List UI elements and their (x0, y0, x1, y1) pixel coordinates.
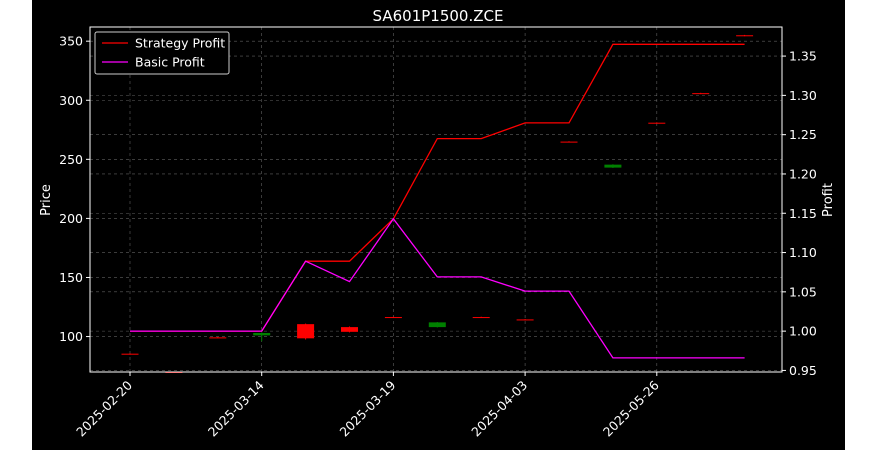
y-tick-label: 250 (59, 152, 83, 167)
y2-tick-label: 1.00 (789, 324, 817, 339)
basic-profit-line (130, 217, 745, 359)
candle-body (516, 319, 534, 321)
legend-label-basic: Basic Profit (135, 55, 205, 70)
candle-body (692, 93, 710, 95)
y2-tick-label: 0.95 (789, 363, 817, 378)
candle-body (297, 324, 315, 339)
legend-box (94, 31, 230, 75)
y2-axis-label: Profit (821, 183, 836, 217)
x-tick-label: 2025-02-20 (73, 377, 135, 439)
y-tick-label: 350 (59, 34, 83, 49)
x-tick-label: 2025-03-19 (337, 377, 399, 439)
candle-body (472, 317, 490, 319)
candle-body (384, 317, 402, 319)
candles (121, 34, 754, 373)
candle-body (253, 333, 271, 336)
x-tick-label: 2025-05-26 (600, 377, 662, 439)
y2-tick-label: 1.10 (789, 245, 817, 260)
legend-label-strategy: Strategy Profit (135, 36, 225, 51)
candle-body (428, 322, 446, 328)
y2-tick-label: 1.35 (789, 49, 817, 64)
y2-tick-label: 1.20 (789, 166, 817, 181)
axes: 0.95 1.00 1.05 1.10 1.15 1.20 1.25 1.30 1.35 100 1… (59, 34, 817, 440)
candle-body (736, 35, 754, 37)
profit-lines (130, 43, 745, 359)
grid (90, 27, 782, 372)
y-tick-label: 150 (59, 270, 83, 285)
candle-body (121, 353, 139, 355)
plot-frame (89, 26, 783, 373)
legend: Strategy Profit Basic Profit (94, 31, 230, 75)
candle-body (648, 122, 666, 124)
candle-body (341, 327, 358, 332)
y-tick-label: 100 (59, 329, 83, 344)
chart-title: SA601P1500.ZCE (373, 7, 504, 25)
chart-figure: SA601P1500.ZCE 0.95 1.00 1.05 1.10 1.15 1.20 1… (32, 0, 845, 450)
y-tick-label: 200 (59, 211, 83, 226)
y2-tick-label: 1.15 (789, 206, 817, 221)
y-axis-label: Price (39, 184, 54, 216)
x-tick-label: 2025-04-03 (468, 378, 530, 440)
chart-svg: SA601P1500.ZCE 0.95 1.00 1.05 1.10 1.15 1.20 1… (39, 7, 836, 440)
strategy-profit-line (130, 43, 745, 332)
y2-tick-label: 1.05 (789, 284, 817, 299)
candle-body (560, 141, 578, 143)
y-tick-label: 300 (59, 93, 83, 108)
candle-body (209, 337, 227, 339)
x-tick-label: 2025-03-14 (205, 377, 267, 439)
y2-tick-label: 1.30 (789, 88, 817, 103)
y2-tick-label: 1.25 (789, 127, 817, 142)
candle-body (604, 164, 622, 168)
